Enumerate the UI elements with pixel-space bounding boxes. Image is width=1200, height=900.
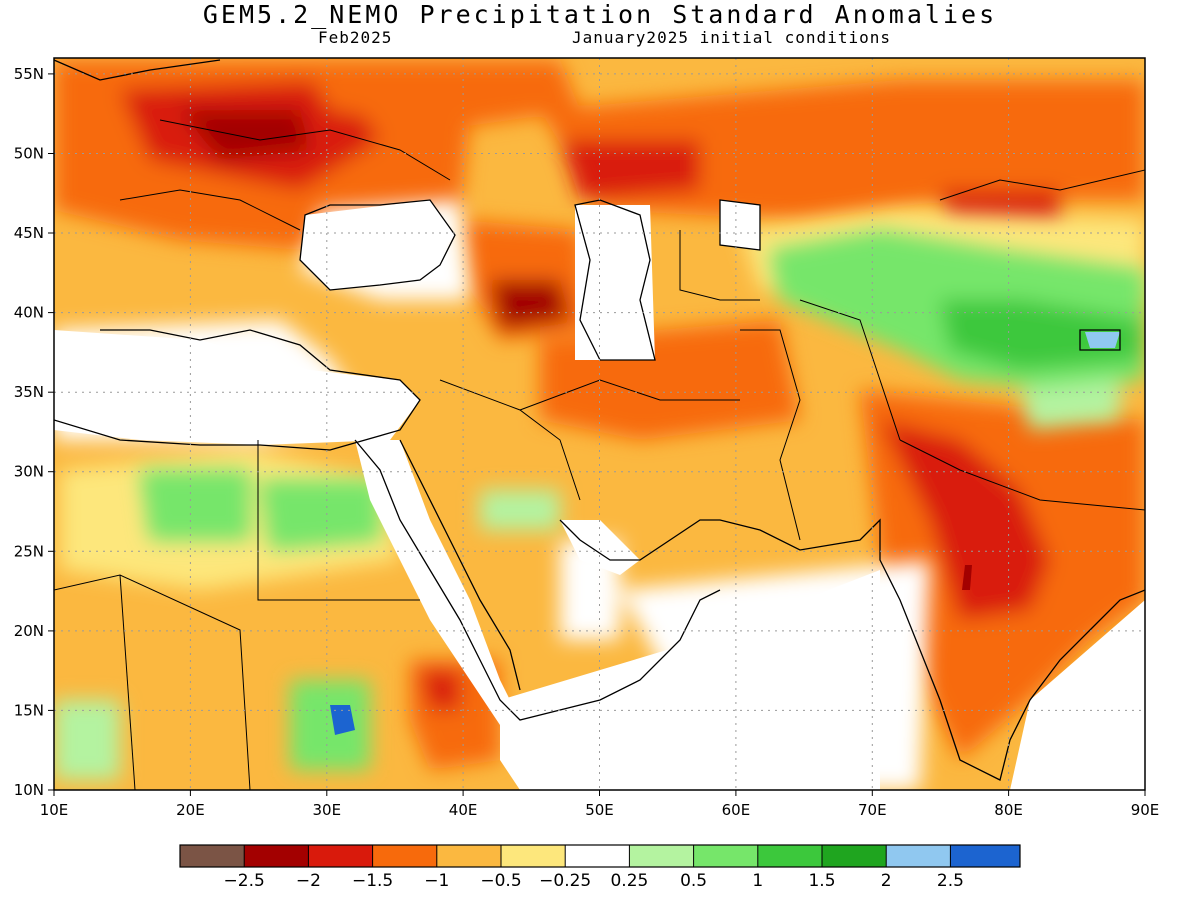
colorbar-swatch xyxy=(436,845,501,867)
colorbar-swatch xyxy=(886,845,951,867)
caspian-sea xyxy=(575,205,655,360)
colorbar-label: 0.25 xyxy=(610,871,648,891)
lon-tick-label: 20E xyxy=(176,801,205,819)
arabia-wet-patch xyxy=(480,490,560,530)
lon-tick-label: 60E xyxy=(722,801,751,819)
persian-gulf xyxy=(560,520,640,575)
himalaya-wet-patch xyxy=(1020,380,1120,430)
tarim-wet-core xyxy=(940,300,1140,370)
india-dry-peak xyxy=(962,565,972,590)
lat-tick-label: 55N xyxy=(14,65,44,83)
tarim-wet-peak xyxy=(1085,332,1120,348)
colorbar-swatch xyxy=(629,845,694,867)
lat-tick-label: 25N xyxy=(14,542,44,560)
colorbar-label: −1 xyxy=(424,871,449,891)
colorbar-swatch xyxy=(950,845,1020,867)
lon-tick-label: 70E xyxy=(858,801,887,819)
caucasus-dry-core xyxy=(490,280,570,330)
colorbar-swatch xyxy=(822,845,887,867)
aral-sea xyxy=(720,200,760,250)
lat-tick-label: 15N xyxy=(14,701,44,719)
colorbar-swatch xyxy=(565,845,630,867)
india-dry-core xyxy=(880,420,1050,620)
colorbar-label: −0.25 xyxy=(539,871,591,891)
lat-tick-label: 20N xyxy=(14,622,44,640)
lat-tick-label: 35N xyxy=(14,383,44,401)
forecast-month: Feb2025 xyxy=(318,28,393,47)
egypt-wet-patch xyxy=(260,480,380,550)
colorbar-label: −0.5 xyxy=(480,871,521,891)
lon-tick-label: 50E xyxy=(585,801,614,819)
colorbar-swatch xyxy=(501,845,566,867)
chart-title: GEM5.2_NEMO Precipitation Standard Anoma… xyxy=(202,0,998,29)
colorbar-swatch xyxy=(244,845,309,867)
caspian-north-dry-core xyxy=(560,140,700,200)
bay-of-bengal xyxy=(1010,600,1145,790)
lat-tick-labels: 10N 15N 20N 25N 30N 35N 40N 45N 50N 55N xyxy=(14,65,44,799)
lat-tick-label: 30N xyxy=(14,463,44,481)
sudan-wet-peak xyxy=(330,705,355,735)
black-sea xyxy=(300,200,455,290)
lat-tick-label: 45N xyxy=(14,224,44,242)
arabian-sea xyxy=(500,570,880,790)
sudan-wet-region xyxy=(290,680,370,770)
colorbar: −2.5 −2 −1.5 −1 −0.5 −0.25 0.25 0.5 1 1.… xyxy=(179,844,1021,891)
poland-dry-core xyxy=(180,110,310,160)
axis-ticks xyxy=(48,73,1146,796)
chad-wet-patch xyxy=(54,700,120,780)
colorbar-label: −2 xyxy=(296,871,321,891)
colorbar-swatch xyxy=(180,845,245,867)
lon-tick-label: 80E xyxy=(994,801,1023,819)
colorbar-label: 2 xyxy=(881,871,892,891)
libya-wet-patch xyxy=(140,470,250,540)
lat-tick-label: 50N xyxy=(14,145,44,163)
colorbar-swatch xyxy=(372,845,437,867)
lat-tick-label: 40N xyxy=(14,304,44,322)
lon-tick-label: 10E xyxy=(40,801,69,819)
lon-tick-label: 90E xyxy=(1131,801,1160,819)
colorbar-swatch xyxy=(693,845,758,867)
eritrea-dry-core xyxy=(420,670,460,710)
mediterranean-sea xyxy=(54,330,420,445)
grid-lines xyxy=(54,58,1145,790)
colorbar-label: −2.5 xyxy=(224,871,265,891)
colorbar-label: 1.5 xyxy=(808,871,835,891)
lon-tick-label: 40E xyxy=(449,801,478,819)
lon-tick-labels: 10E 20E 30E 40E 50E 60E 70E 80E 90E xyxy=(40,801,1160,819)
initial-conditions-label: January2025 initial conditions xyxy=(572,28,891,47)
colorbar-label: 0.5 xyxy=(680,871,707,891)
colorbar-swatch xyxy=(757,845,822,867)
anomaly-field xyxy=(54,58,1145,790)
ukraine-dry-region xyxy=(300,60,580,130)
colorbar-label: −1.5 xyxy=(352,871,393,891)
colorbar-swatch xyxy=(308,845,373,867)
colorbar-label: 1 xyxy=(752,871,763,891)
colorbar-label: 2.5 xyxy=(937,871,964,891)
lon-tick-label: 30E xyxy=(313,801,342,819)
lat-tick-label: 10N xyxy=(14,781,44,799)
